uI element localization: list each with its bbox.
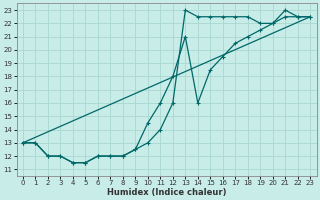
X-axis label: Humidex (Indice chaleur): Humidex (Indice chaleur)	[107, 188, 226, 197]
